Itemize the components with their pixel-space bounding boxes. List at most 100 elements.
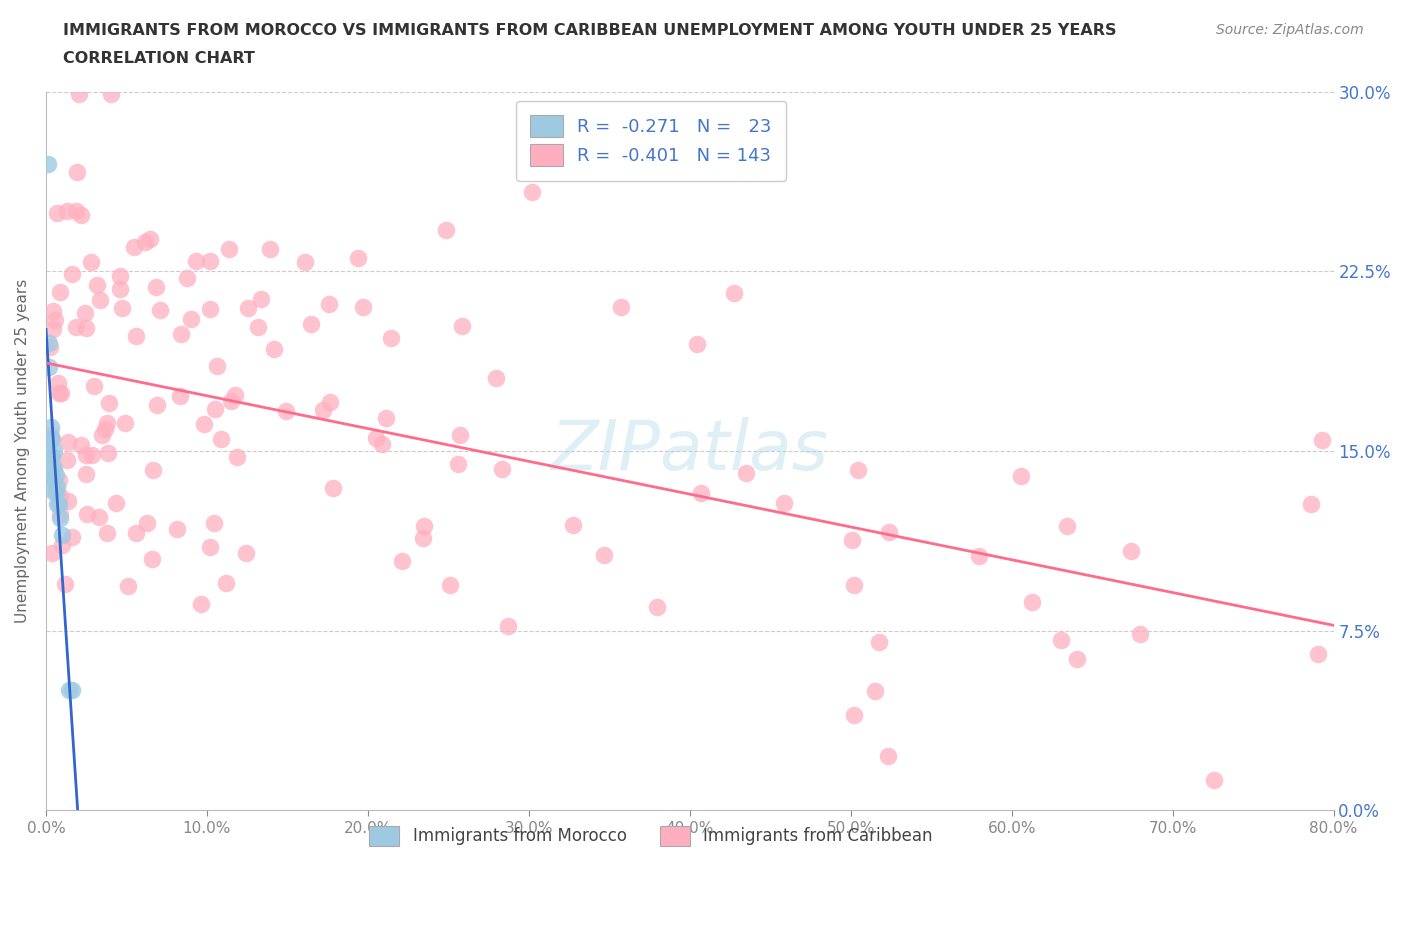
Point (97, 396, 120, 411)
Point (60, 683, 83, 698)
Point (449, 427, 471, 442)
Point (312, 403, 335, 418)
Point (259, 242, 281, 257)
Point (142, 462, 165, 477)
Point (51, 385, 73, 400)
Point (180, 312, 202, 326)
Point (39, 428, 62, 443)
Point (45, 485, 67, 499)
Point (1121, 543, 1143, 558)
Point (117, 578, 139, 593)
Point (734, 466, 756, 481)
Point (226, 449, 249, 464)
Point (111, 300, 134, 315)
Text: CORRELATION CHART: CORRELATION CHART (63, 51, 254, 66)
Point (48, 472, 70, 487)
Point (39, 448, 62, 463)
Point (108, 268, 131, 283)
Point (49, 488, 72, 503)
Point (238, 300, 260, 315)
Point (1202, 772, 1225, 787)
Point (105, 495, 128, 510)
Point (56, 453, 79, 468)
Point (41, 432, 63, 446)
Point (100, 86, 122, 101)
Point (214, 576, 236, 591)
Point (221, 393, 243, 408)
Point (202, 515, 225, 530)
Point (42, 322, 65, 337)
Point (49, 511, 72, 525)
Point (391, 553, 413, 568)
Point (75, 320, 97, 335)
Point (846, 463, 869, 478)
Point (65, 204, 87, 219)
Point (193, 417, 215, 432)
Point (485, 370, 508, 385)
Point (58, 683, 80, 698)
Point (412, 519, 434, 534)
Point (38, 360, 60, 375)
Point (879, 525, 901, 539)
Point (86, 278, 108, 293)
Point (686, 337, 709, 352)
Point (169, 389, 191, 404)
Point (322, 480, 344, 495)
Point (41, 448, 63, 463)
Point (141, 551, 163, 566)
Point (48, 507, 70, 522)
Point (645, 600, 668, 615)
Point (318, 297, 340, 312)
Point (45, 468, 67, 483)
Point (56, 434, 79, 449)
Point (842, 708, 865, 723)
Y-axis label: Unemployment Among Youth under 25 years: Unemployment Among Youth under 25 years (15, 279, 30, 623)
Point (380, 330, 402, 345)
Point (42, 444, 65, 458)
Point (135, 516, 157, 531)
Point (94, 421, 117, 436)
Point (371, 437, 394, 452)
Point (91, 428, 114, 443)
Point (80, 254, 103, 269)
Point (44, 312, 66, 327)
Point (294, 255, 316, 270)
Point (38, 336, 60, 351)
Point (42, 460, 65, 475)
Legend: Immigrants from Morocco, Immigrants from Caribbean: Immigrants from Morocco, Immigrants from… (356, 813, 946, 859)
Point (299, 316, 322, 331)
Point (114, 416, 136, 431)
Point (89, 292, 111, 307)
Point (75, 447, 97, 462)
Point (96, 525, 118, 540)
Point (39, 339, 62, 354)
Point (70, 207, 93, 222)
Point (263, 341, 285, 356)
Point (45, 206, 67, 220)
Point (41, 472, 63, 487)
Text: IMMIGRANTS FROM MOROCCO VS IMMIGRANTS FROM CARIBBEAN UNEMPLOYMENT AMONG YOUTH UN: IMMIGRANTS FROM MOROCCO VS IMMIGRANTS FR… (63, 23, 1116, 38)
Point (842, 578, 865, 592)
Point (145, 398, 167, 413)
Point (190, 597, 212, 612)
Point (66, 165, 89, 179)
Point (689, 485, 711, 500)
Point (42, 485, 65, 499)
Point (235, 546, 257, 561)
Point (60, 267, 83, 282)
Point (42, 303, 65, 318)
Point (1299, 497, 1322, 512)
Point (877, 749, 900, 764)
Point (46, 376, 69, 391)
Point (53, 577, 76, 591)
Point (97, 446, 120, 461)
Point (451, 319, 474, 334)
Point (46, 497, 69, 512)
Point (1129, 627, 1152, 642)
Point (1010, 469, 1032, 484)
Point (412, 531, 434, 546)
Text: Source: ZipAtlas.com: Source: ZipAtlas.com (1216, 23, 1364, 37)
Point (198, 301, 221, 316)
Point (1310, 432, 1333, 447)
Point (48, 385, 70, 400)
